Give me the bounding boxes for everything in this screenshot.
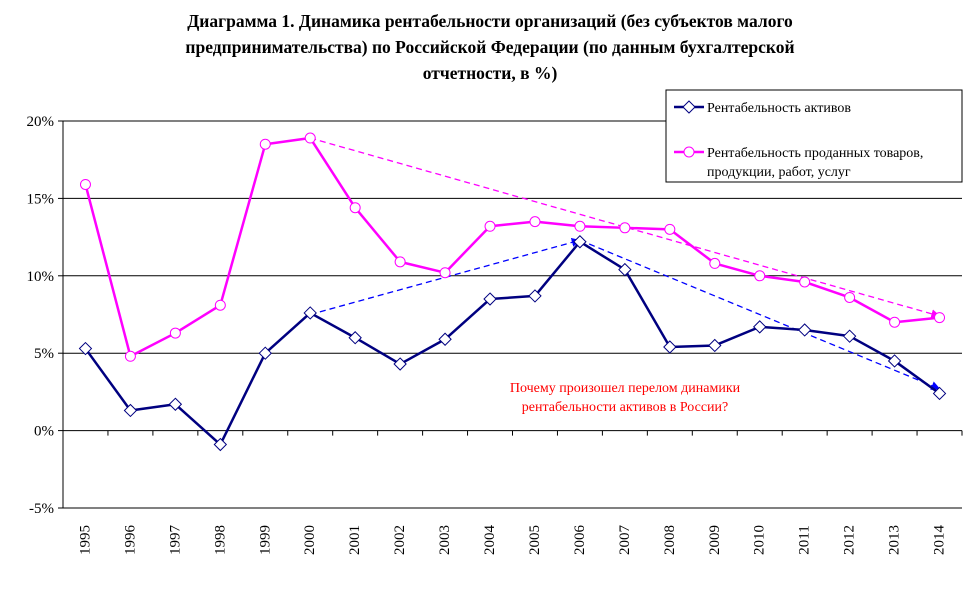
data-point-sales xyxy=(79,178,91,190)
data-point-assets xyxy=(618,262,632,277)
annotation-line-1: Почему произошел перелом динамики xyxy=(510,381,741,396)
data-point-sales xyxy=(214,299,226,311)
data-point-assets xyxy=(573,235,587,249)
x-tick-label: 2014 xyxy=(932,525,948,556)
trend-line-1 xyxy=(310,237,581,316)
data-point-assets xyxy=(753,320,767,334)
y-tick-label: 15% xyxy=(27,191,55,207)
x-tick-label: 2008 xyxy=(662,525,678,555)
annotation-line-2: рентабельности активов в России? xyxy=(522,400,729,415)
y-tick-label: 0% xyxy=(34,424,54,440)
data-point-assets xyxy=(483,292,497,306)
x-tick-label: 2000 xyxy=(302,525,318,555)
data-point-assets xyxy=(123,403,138,418)
data-point-assets xyxy=(528,289,542,303)
data-point-sales xyxy=(709,257,721,269)
data-point-assets xyxy=(303,306,317,320)
legend: Рентабельность активов Рентабельность пр… xyxy=(665,89,963,183)
x-tick-label: 2011 xyxy=(797,525,813,554)
x-tick-label: 2002 xyxy=(392,525,408,555)
x-tick-label: 1995 xyxy=(77,525,93,555)
axis-layer: -5% 0% 5% 10% 15% 20% 1995 1996 1997 1998 1999 2000… xyxy=(27,114,963,555)
data-point-sales xyxy=(259,138,271,150)
annotation: Почему произошел перелом динамики рентаб… xyxy=(510,381,741,415)
x-tick-label: 1999 xyxy=(257,525,273,555)
series-layer xyxy=(78,132,947,452)
y-tick-label: 10% xyxy=(27,269,55,285)
trend-line-2 xyxy=(579,239,941,390)
chart-title-line-2: предпринимательства) по Российской Федер… xyxy=(185,37,795,57)
x-tick-label: 2009 xyxy=(707,525,723,555)
legend-label-sales-line-1: Рентабельность проданных товаров, xyxy=(707,146,923,161)
data-point-assets xyxy=(663,340,677,354)
data-point-assets xyxy=(393,357,407,371)
data-point-sales xyxy=(844,291,856,303)
data-point-assets xyxy=(438,332,452,346)
data-point-sales xyxy=(484,220,496,232)
data-point-assets xyxy=(932,386,947,401)
trend-line-0 xyxy=(310,137,941,319)
x-tick-label: 2006 xyxy=(572,525,588,556)
chart-title-line-3: отчетности, в %) xyxy=(422,63,558,83)
chart-title: Диаграмма 1. Динамика рентабельности орг… xyxy=(80,8,900,86)
data-point-sales xyxy=(799,276,811,288)
y-tick-label: 20% xyxy=(27,114,55,130)
series-line-0 xyxy=(84,240,941,446)
data-point-assets xyxy=(168,397,183,411)
x-tick-label: 2003 xyxy=(437,525,453,555)
data-point-sales xyxy=(664,223,676,235)
data-point-sales xyxy=(889,316,901,328)
x-tick-label: 2007 xyxy=(617,525,633,556)
legend-box xyxy=(665,89,963,183)
data-point-assets xyxy=(887,354,902,368)
x-tick-label: 2013 xyxy=(887,525,903,555)
data-point-assets xyxy=(348,331,362,345)
data-point-assets xyxy=(78,341,93,356)
data-point-sales xyxy=(574,220,586,232)
x-tick-label: 1996 xyxy=(122,525,138,556)
chart-title-line-1: Диаграмма 1. Динамика рентабельности орг… xyxy=(187,11,793,31)
x-tick-label: 2005 xyxy=(527,525,543,555)
x-tick-label: 2001 xyxy=(347,525,363,555)
y-tick-label: -5% xyxy=(29,501,54,517)
data-point-assets xyxy=(708,338,722,353)
data-point-sales xyxy=(934,312,946,324)
series-line-1 xyxy=(84,136,940,358)
legend-marker-sales xyxy=(683,146,695,158)
x-tick-label: 2012 xyxy=(842,525,858,555)
data-point-sales xyxy=(394,256,406,268)
x-tick-label: 1998 xyxy=(212,525,228,555)
data-point-sales xyxy=(754,270,766,282)
x-tick-label: 2004 xyxy=(482,525,498,556)
data-point-sales xyxy=(619,222,631,234)
y-tick-label: 5% xyxy=(34,346,54,362)
legend-label-sales-line-2: продукции, работ, услуг xyxy=(707,165,851,180)
data-point-assets xyxy=(797,323,812,337)
x-tick-label: 2010 xyxy=(752,525,768,555)
x-tick-label: 1997 xyxy=(167,525,183,556)
trend-layer xyxy=(310,137,941,390)
data-point-sales xyxy=(304,132,316,144)
legend-label-assets: Рентабельность активов xyxy=(707,101,851,116)
data-point-sales xyxy=(124,350,136,362)
data-point-assets xyxy=(213,437,228,452)
legend-marker-assets xyxy=(682,100,696,114)
data-point-sales xyxy=(439,267,451,279)
data-point-sales xyxy=(169,327,181,339)
data-point-sales xyxy=(529,216,541,228)
data-point-assets xyxy=(842,329,857,343)
data-point-sales xyxy=(349,202,361,214)
data-point-assets xyxy=(258,346,272,360)
